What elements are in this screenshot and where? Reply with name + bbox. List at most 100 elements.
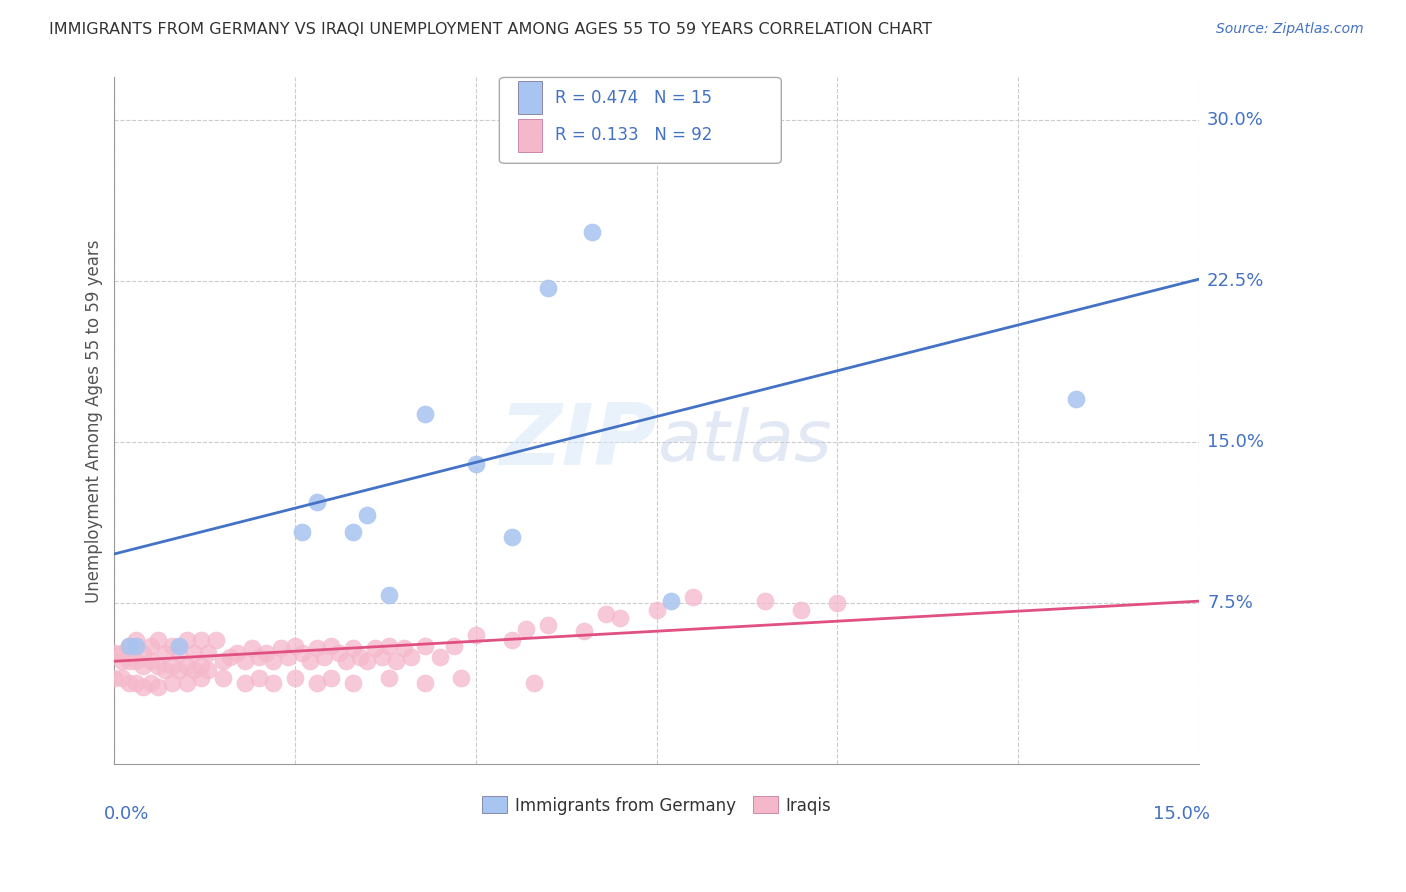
Point <box>204 632 226 647</box>
Point <box>118 639 141 653</box>
Point <box>197 663 219 677</box>
Point <box>595 607 617 621</box>
Point <box>118 675 141 690</box>
Point <box>111 646 134 660</box>
Text: 15.0%: 15.0% <box>1153 805 1209 823</box>
Point <box>103 672 125 686</box>
Point <box>176 675 198 690</box>
Point <box>371 649 394 664</box>
Text: Source: ZipAtlas.com: Source: ZipAtlas.com <box>1216 22 1364 37</box>
Point <box>254 646 277 660</box>
Point <box>464 628 486 642</box>
Point <box>139 654 162 668</box>
Point <box>190 672 212 686</box>
Point <box>291 646 314 660</box>
Point <box>125 632 148 647</box>
Text: ZIP: ZIP <box>499 400 657 483</box>
Point <box>146 658 169 673</box>
Point <box>609 611 631 625</box>
Point <box>132 680 155 694</box>
Point <box>305 641 328 656</box>
Point <box>349 649 371 664</box>
Point <box>169 663 191 677</box>
Point <box>146 680 169 694</box>
Legend: Immigrants from Germany, Iraqis: Immigrants from Germany, Iraqis <box>475 789 838 822</box>
Point <box>247 649 270 664</box>
Point <box>1064 392 1087 407</box>
Point <box>328 646 350 660</box>
Point <box>125 639 148 653</box>
Point <box>523 675 546 690</box>
Point <box>284 672 307 686</box>
Point <box>574 624 596 639</box>
Point <box>754 594 776 608</box>
Point <box>385 654 408 668</box>
Text: IMMIGRANTS FROM GERMANY VS IRAQI UNEMPLOYMENT AMONG AGES 55 TO 59 YEARS CORRELAT: IMMIGRANTS FROM GERMANY VS IRAQI UNEMPLO… <box>49 22 932 37</box>
Point <box>139 675 162 690</box>
Point <box>363 641 385 656</box>
Point <box>515 622 537 636</box>
Point <box>413 639 436 653</box>
Point <box>305 495 328 509</box>
Point <box>162 639 184 653</box>
Point <box>226 646 249 660</box>
Point <box>399 649 422 664</box>
Point <box>356 508 378 523</box>
Bar <box>517 81 541 114</box>
Point <box>392 641 415 656</box>
Point <box>277 649 299 664</box>
Point <box>270 641 292 656</box>
Point <box>291 525 314 540</box>
Point <box>645 603 668 617</box>
Point <box>262 654 284 668</box>
Point <box>247 672 270 686</box>
Point <box>581 225 603 239</box>
Point <box>342 525 364 540</box>
Point <box>413 675 436 690</box>
Point <box>378 639 401 653</box>
Text: 30.0%: 30.0% <box>1208 112 1264 129</box>
Point <box>233 654 256 668</box>
Point <box>682 590 704 604</box>
Point <box>378 588 401 602</box>
Point <box>111 654 134 668</box>
Point <box>153 663 176 677</box>
Bar <box>517 119 541 152</box>
Point <box>146 632 169 647</box>
Point <box>335 654 357 668</box>
Point <box>356 654 378 668</box>
Point <box>321 639 343 653</box>
Text: 22.5%: 22.5% <box>1208 272 1264 290</box>
Point <box>312 649 335 664</box>
Point <box>240 641 263 656</box>
Point <box>103 646 125 660</box>
Point <box>197 646 219 660</box>
Point <box>537 281 560 295</box>
Point <box>132 646 155 660</box>
Point <box>162 658 184 673</box>
FancyBboxPatch shape <box>499 78 782 163</box>
Point <box>219 649 242 664</box>
Point <box>211 654 233 668</box>
Point <box>176 658 198 673</box>
Point <box>183 646 205 660</box>
Point <box>111 672 134 686</box>
Point <box>464 457 486 471</box>
Point <box>176 632 198 647</box>
Point <box>190 658 212 673</box>
Point <box>183 663 205 677</box>
Point <box>450 672 472 686</box>
Point <box>233 675 256 690</box>
Point <box>125 675 148 690</box>
Point <box>501 632 523 647</box>
Point <box>132 658 155 673</box>
Text: atlas: atlas <box>657 407 831 476</box>
Text: 15.0%: 15.0% <box>1208 434 1264 451</box>
Point <box>169 639 191 653</box>
Point <box>443 639 465 653</box>
Point <box>162 675 184 690</box>
Point <box>342 675 364 690</box>
Point <box>429 649 451 664</box>
Point <box>659 594 682 608</box>
Point <box>537 617 560 632</box>
